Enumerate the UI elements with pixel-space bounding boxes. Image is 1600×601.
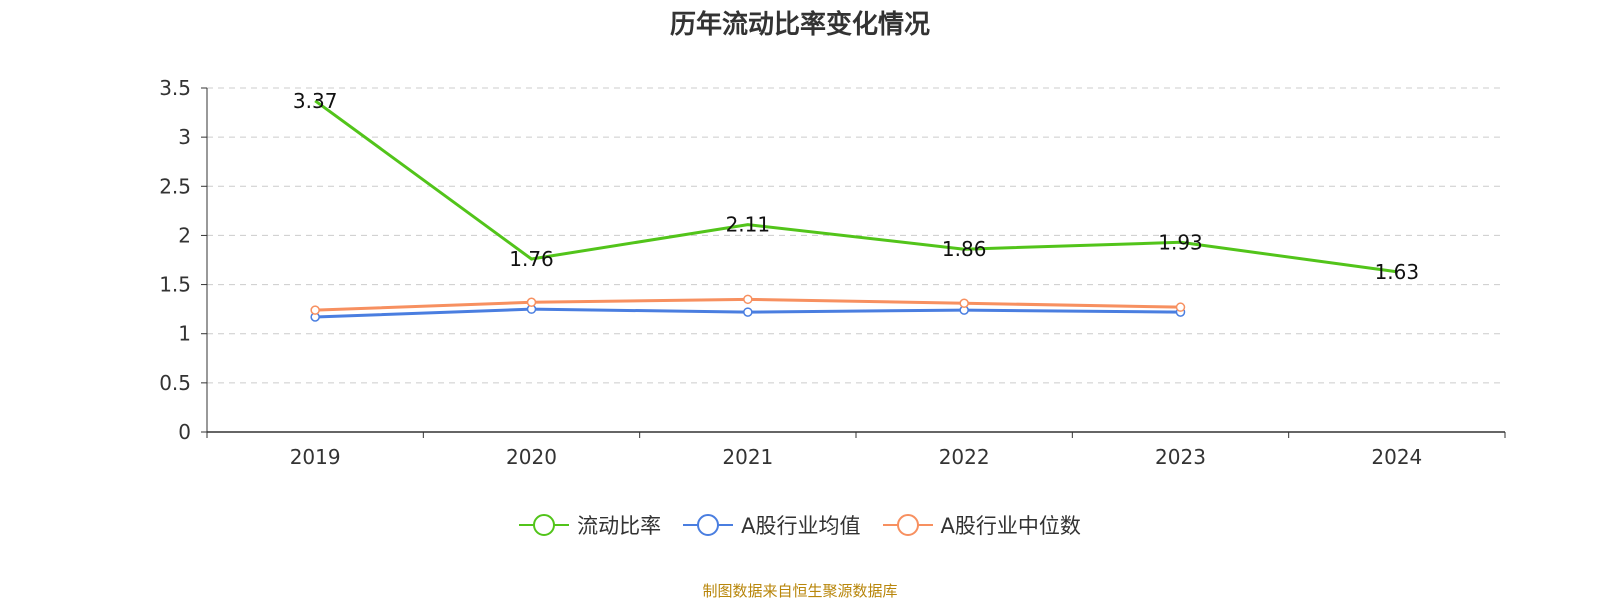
legend-label: A股行业均值 [741, 514, 861, 538]
data-point [1175, 302, 1186, 312]
x-tick-label: 2019 [290, 445, 341, 469]
series-line-0 [314, 99, 1398, 274]
data-point [526, 297, 537, 308]
y-tick-label: 0.5 [159, 371, 191, 395]
data-label: 2.11 [726, 213, 771, 237]
legend-symbol-icon [683, 514, 734, 536]
data-point [743, 307, 753, 317]
legend-item[interactable]: A股行业均值 [683, 510, 861, 540]
y-tick-label: 0 [178, 420, 191, 444]
y-tick-label: 1 [178, 322, 191, 346]
legend-symbol-icon [519, 514, 570, 536]
chart-title: 历年流动比率变化情况 [669, 10, 930, 40]
x-tick-label: 2022 [939, 445, 990, 469]
data-labels: 3.37 1.76 2.11 1.86 1.93 1.63 [293, 89, 1419, 284]
data-label: 1.86 [942, 237, 987, 261]
x-tick-label: 2020 [506, 445, 557, 469]
x-tick-label: 2024 [1371, 445, 1422, 469]
data-label: 3.37 [293, 89, 338, 113]
legend-item[interactable]: 流动比率 [519, 510, 661, 540]
x-tick-label: 2021 [722, 445, 773, 469]
data-label: 1.93 [1158, 230, 1203, 254]
y-tick-label: 1.5 [159, 273, 191, 297]
data-point [310, 305, 320, 315]
y-tick-label: 3 [178, 125, 191, 149]
data-label: 1.76 [509, 247, 554, 271]
y-tick-label: 2.5 [159, 174, 191, 198]
y-tick-label: 3.5 [159, 76, 191, 100]
axes: 0 0.5 1 1.5 2 2.5 3 3.5 2019 2020 2021 2022 2023 2024 [159, 76, 1506, 469]
data-label: 1.63 [1375, 260, 1420, 284]
data-point [743, 294, 753, 305]
legend-label: A股行业中位数 [940, 514, 1081, 538]
legend-symbol-icon [882, 514, 933, 536]
series-lines [310, 99, 1398, 322]
legend-label: 流动比率 [577, 514, 662, 538]
y-tick-label: 2 [178, 223, 191, 247]
legend: 流动比率 A股行业均值 A股行业中位数 [0, 510, 1600, 540]
legend-item[interactable]: A股行业中位数 [882, 510, 1081, 540]
source-footnote: 制图数据来自恒生聚源数据库 [702, 582, 898, 600]
data-point [959, 298, 969, 308]
x-tick-label: 2023 [1155, 445, 1206, 469]
